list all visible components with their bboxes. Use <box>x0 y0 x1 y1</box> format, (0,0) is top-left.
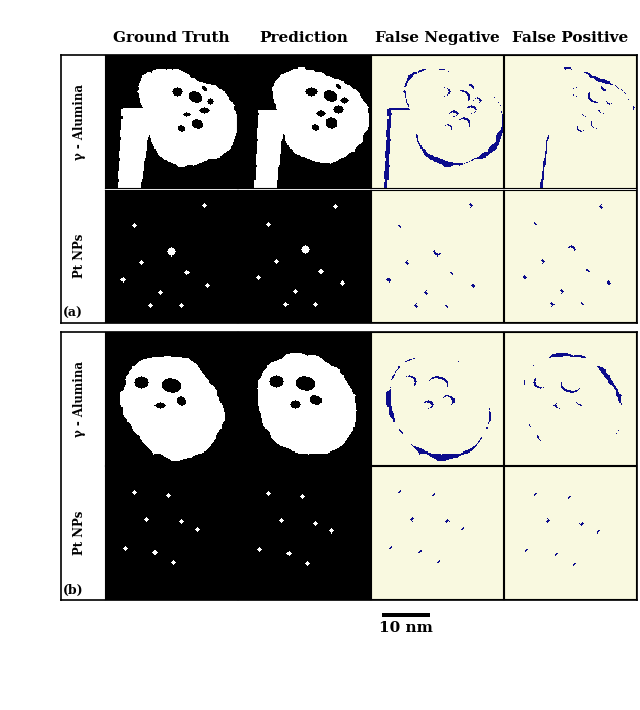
Text: False Negative: False Negative <box>375 31 499 45</box>
Text: (a): (a) <box>63 307 83 320</box>
Text: (b): (b) <box>63 584 84 597</box>
Text: γ - Alumina: γ - Alumina <box>72 84 86 160</box>
Text: Pt NPs: Pt NPs <box>72 510 86 555</box>
Text: False Positive: False Positive <box>512 31 628 45</box>
Text: Prediction: Prediction <box>260 31 348 45</box>
Text: 10 nm: 10 nm <box>380 621 433 635</box>
Text: γ - Alumina: γ - Alumina <box>72 361 86 437</box>
Text: Pt NPs: Pt NPs <box>72 234 86 278</box>
Text: Ground Truth: Ground Truth <box>113 31 229 45</box>
